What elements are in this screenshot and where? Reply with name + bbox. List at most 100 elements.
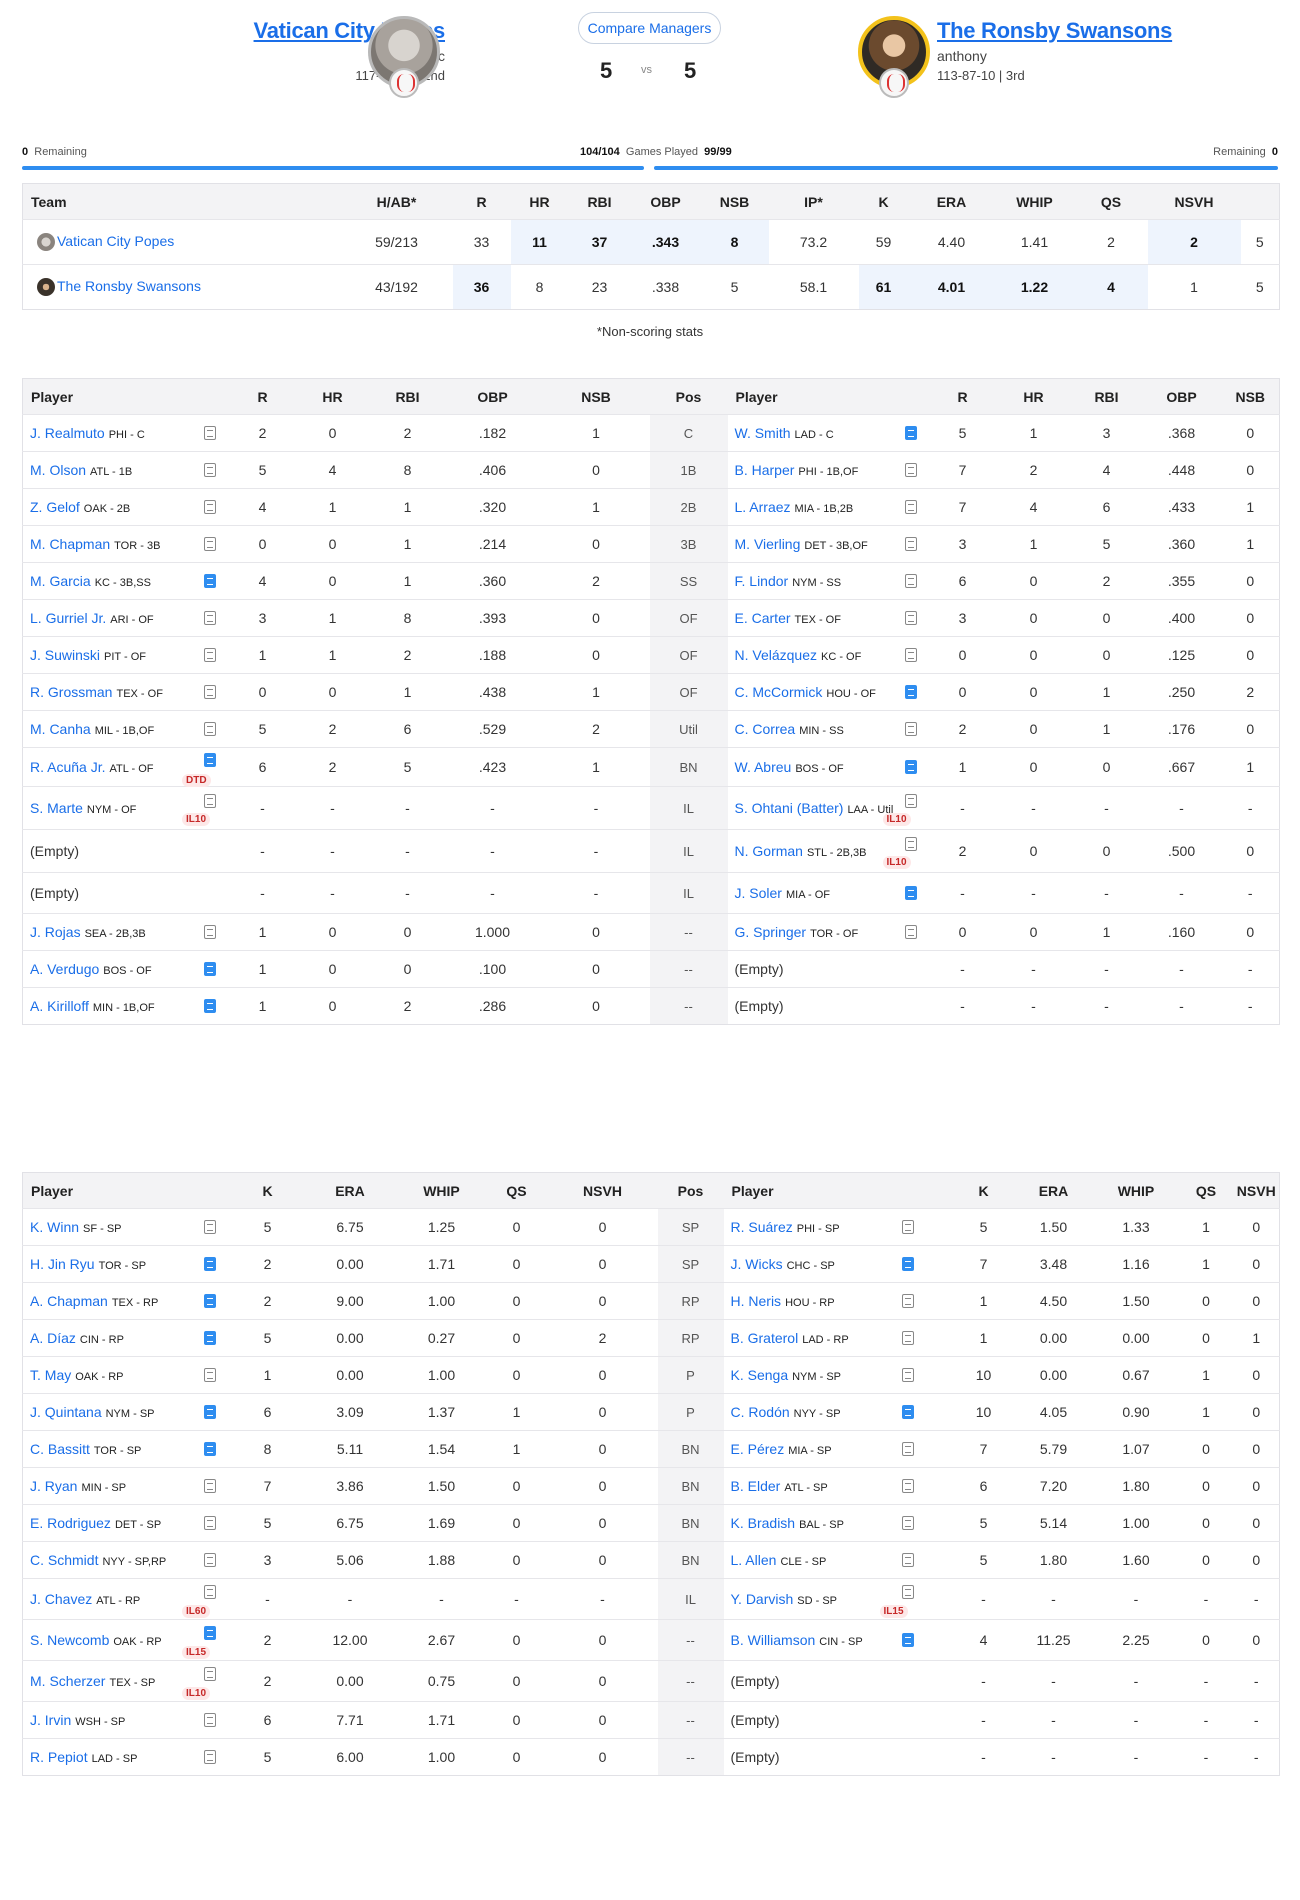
player-name-link[interactable]: K. Senga <box>730 1367 789 1383</box>
empty-slot[interactable]: (Empty) <box>730 1749 780 1765</box>
player-name-link[interactable]: C. Rodón <box>730 1404 790 1420</box>
player-note-icon[interactable] <box>204 648 216 662</box>
empty-slot[interactable]: (Empty) <box>30 885 79 901</box>
player-note-icon[interactable] <box>901 1368 914 1382</box>
player-name-link[interactable]: C. Correa <box>734 721 796 737</box>
player-name-link[interactable]: J. Rojas <box>30 924 81 940</box>
player-name-link[interactable]: M. Canha <box>30 721 91 737</box>
player-note-icon[interactable] <box>904 722 917 736</box>
player-note-icon[interactable] <box>204 794 216 808</box>
player-name-link[interactable]: B. Graterol <box>730 1330 799 1346</box>
player-note-icon[interactable] <box>204 463 216 477</box>
player-note-icon[interactable] <box>204 1750 216 1764</box>
player-note-icon[interactable] <box>904 611 917 625</box>
player-note-icon[interactable] <box>904 685 917 699</box>
player-note-icon[interactable] <box>204 1405 216 1419</box>
compare-managers-button[interactable]: Compare Managers <box>578 12 721 44</box>
player-note-icon[interactable] <box>204 426 216 440</box>
player-name-link[interactable]: B. Harper <box>734 462 795 478</box>
player-note-icon[interactable] <box>204 1626 216 1640</box>
player-note-icon[interactable] <box>204 537 216 551</box>
player-note-icon[interactable] <box>204 1585 216 1599</box>
player-name-link[interactable]: W. Smith <box>734 425 791 441</box>
player-name-link[interactable]: E. Carter <box>734 610 791 626</box>
player-note-icon[interactable] <box>204 1479 216 1493</box>
player-name-link[interactable]: L. Arraez <box>734 499 791 515</box>
player-name-link[interactable]: R. Pepiot <box>30 1749 88 1765</box>
player-note-icon[interactable] <box>904 426 917 440</box>
player-name-link[interactable]: N. Gorman <box>734 843 803 859</box>
player-name-link[interactable]: M. Scherzer <box>30 1673 106 1689</box>
player-name-link[interactable]: A. Verdugo <box>30 961 100 977</box>
player-name-link[interactable]: R. Suárez <box>730 1219 793 1235</box>
player-name-link[interactable]: K. Winn <box>30 1219 80 1235</box>
player-name-link[interactable]: B. Elder <box>730 1478 781 1494</box>
player-note-icon[interactable] <box>204 753 216 767</box>
player-name-link[interactable]: C. McCormick <box>734 684 823 700</box>
player-name-link[interactable]: J. Chavez <box>30 1591 93 1607</box>
player-note-icon[interactable] <box>204 1331 216 1345</box>
empty-slot[interactable]: (Empty) <box>734 998 784 1014</box>
player-name-link[interactable]: W. Abreu <box>734 759 792 775</box>
player-note-icon[interactable] <box>204 1713 216 1727</box>
player-name-link[interactable]: M. Garcia <box>30 573 91 589</box>
player-name-link[interactable]: B. Williamson <box>730 1632 816 1648</box>
player-name-link[interactable]: Z. Gelof <box>30 499 80 515</box>
player-name-link[interactable]: H. Neris <box>730 1293 782 1309</box>
player-note-icon[interactable] <box>901 1331 914 1345</box>
player-name-link[interactable]: L. Allen <box>730 1552 777 1568</box>
player-name-link[interactable]: A. Díaz <box>30 1330 76 1346</box>
player-note-icon[interactable] <box>204 611 216 625</box>
player-name-link[interactable]: R. Grossman <box>30 684 113 700</box>
player-name-link[interactable]: J. Quintana <box>30 1404 102 1420</box>
player-note-icon[interactable] <box>901 1405 914 1419</box>
player-note-icon[interactable] <box>901 1516 914 1530</box>
player-name-link[interactable]: J. Irvin <box>30 1712 72 1728</box>
player-note-icon[interactable] <box>904 648 917 662</box>
player-note-icon[interactable] <box>904 837 917 851</box>
player-note-icon[interactable] <box>901 1479 914 1493</box>
player-note-icon[interactable] <box>904 760 917 774</box>
player-note-icon[interactable] <box>204 999 216 1013</box>
player-name-link[interactable]: T. May <box>30 1367 72 1383</box>
player-name-link[interactable]: J. Ryan <box>30 1478 78 1494</box>
player-note-icon[interactable] <box>901 1257 914 1271</box>
player-note-icon[interactable] <box>904 574 917 588</box>
player-name-link[interactable]: E. Pérez <box>730 1441 785 1457</box>
player-name-link[interactable]: M. Chapman <box>30 536 111 552</box>
team-link[interactable]: The Ronsby Swansons <box>57 277 201 294</box>
player-note-icon[interactable] <box>904 463 917 477</box>
player-note-icon[interactable] <box>904 886 917 900</box>
player-note-icon[interactable] <box>204 574 216 588</box>
player-name-link[interactable]: S. Marte <box>30 800 83 816</box>
player-name-link[interactable]: J. Soler <box>734 885 782 901</box>
empty-slot[interactable]: (Empty) <box>730 1712 780 1728</box>
player-name-link[interactable]: N. Velázquez <box>734 647 818 663</box>
player-note-icon[interactable] <box>901 1294 914 1308</box>
team-link[interactable]: Vatican City Popes <box>57 232 175 249</box>
player-name-link[interactable]: G. Springer <box>734 924 807 940</box>
player-note-icon[interactable] <box>901 1633 914 1647</box>
player-name-link[interactable]: J. Suwinski <box>30 647 101 663</box>
player-note-icon[interactable] <box>204 1368 216 1382</box>
player-note-icon[interactable] <box>204 685 216 699</box>
player-name-link[interactable]: Y. Darvish <box>730 1591 794 1607</box>
player-note-icon[interactable] <box>204 1220 216 1234</box>
player-name-link[interactable]: A. Kirilloff <box>30 998 89 1014</box>
player-note-icon[interactable] <box>204 1553 216 1567</box>
player-note-icon[interactable] <box>204 1516 216 1530</box>
player-note-icon[interactable] <box>204 500 216 514</box>
player-name-link[interactable]: J. Realmuto <box>30 425 105 441</box>
player-name-link[interactable]: C. Bassitt <box>30 1441 90 1457</box>
player-note-icon[interactable] <box>904 500 917 514</box>
player-name-link[interactable]: S. Ohtani (Batter) <box>734 800 844 816</box>
empty-slot[interactable]: (Empty) <box>730 1673 780 1689</box>
player-name-link[interactable]: A. Chapman <box>30 1293 108 1309</box>
player-note-icon[interactable] <box>904 925 917 939</box>
player-name-link[interactable]: L. Gurriel Jr. <box>30 610 107 626</box>
player-note-icon[interactable] <box>901 1585 914 1599</box>
player-name-link[interactable]: M. Vierling <box>734 536 801 552</box>
player-name-link[interactable]: E. Rodriguez <box>30 1515 111 1531</box>
player-name-link[interactable]: F. Lindor <box>734 573 789 589</box>
player-name-link[interactable]: C. Schmidt <box>30 1552 99 1568</box>
